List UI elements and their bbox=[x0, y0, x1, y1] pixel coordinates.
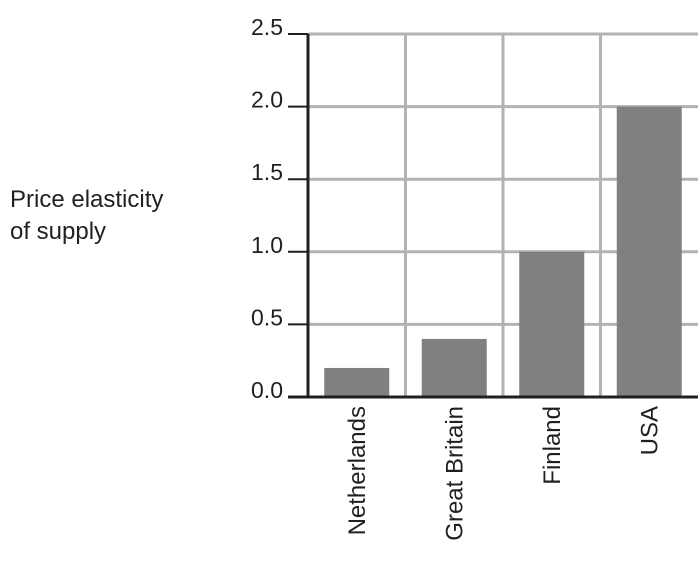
y-tick-label: 0.5 bbox=[251, 304, 283, 330]
x-category-labels: Netherlands Great Britain Finland USA bbox=[344, 406, 664, 541]
y-tick-label: 2.5 bbox=[251, 14, 283, 40]
x-category-label: Great Britain bbox=[441, 406, 468, 541]
y-tick-label: 0.0 bbox=[251, 377, 283, 403]
y-axis-label: Price elasticity of supply bbox=[10, 184, 163, 248]
y-tick-label: 1.0 bbox=[251, 232, 283, 258]
axes bbox=[288, 33, 698, 399]
bar-netherlands bbox=[324, 367, 390, 397]
bar-usa bbox=[616, 106, 682, 397]
x-category-label: Netherlands bbox=[344, 406, 371, 535]
bar-finland bbox=[519, 251, 585, 397]
y-axis-label-line-2: of supply bbox=[10, 218, 107, 245]
y-tick-label: 2.0 bbox=[251, 87, 283, 113]
y-axis-label-line-1: Price elasticity bbox=[10, 186, 164, 213]
bars bbox=[324, 106, 682, 397]
y-tick-labels: 0.0 0.5 1.0 1.5 2.0 2.5 bbox=[251, 14, 283, 403]
bar-great-britain bbox=[421, 338, 487, 397]
y-tick-label: 1.5 bbox=[251, 159, 283, 185]
x-category-label: Finland bbox=[539, 406, 566, 485]
x-category-label: USA bbox=[636, 406, 663, 455]
